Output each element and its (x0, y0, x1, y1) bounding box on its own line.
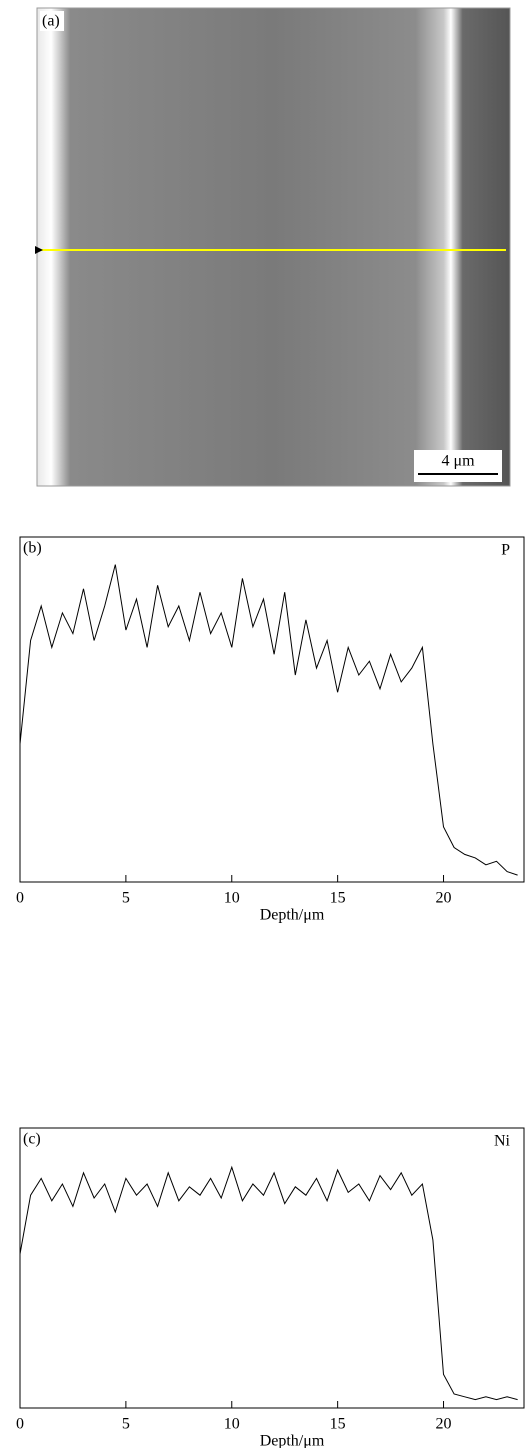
scan-marker (35, 246, 43, 254)
x-tick-label: 0 (16, 1416, 24, 1433)
scale-bar-bg (414, 450, 502, 482)
legend-entry: Ni (494, 1133, 511, 1150)
x-tick-label: 5 (122, 1416, 130, 1433)
x-axis-label: Depth/μm (260, 1433, 325, 1448)
x-tick-label: 0 (16, 890, 24, 907)
x-tick-label: 20 (436, 890, 452, 907)
panel-label: (b) (23, 540, 42, 557)
x-tick-label: 15 (330, 890, 346, 907)
panel-label: (c) (23, 1131, 41, 1148)
legend-entry: P (501, 542, 510, 559)
x-tick-label: 20 (436, 1416, 452, 1433)
sem-image (36, 7, 511, 487)
x-axis-label: Depth/μm (260, 907, 325, 924)
label-bg (40, 11, 64, 31)
plot-frame (19, 536, 525, 883)
x-tick-label: 15 (330, 1416, 346, 1433)
data-line (19, 564, 518, 876)
plot-frame (19, 1127, 525, 1409)
scale-bar-label: 4 μm (441, 453, 475, 470)
data-line (19, 1165, 518, 1401)
x-tick-label: 10 (224, 890, 240, 907)
panel-label: (a) (42, 13, 60, 30)
x-tick-label: 5 (122, 890, 130, 907)
x-tick-label: 10 (224, 1416, 240, 1433)
micrograph: (a) 4 μm (35, 7, 511, 487)
